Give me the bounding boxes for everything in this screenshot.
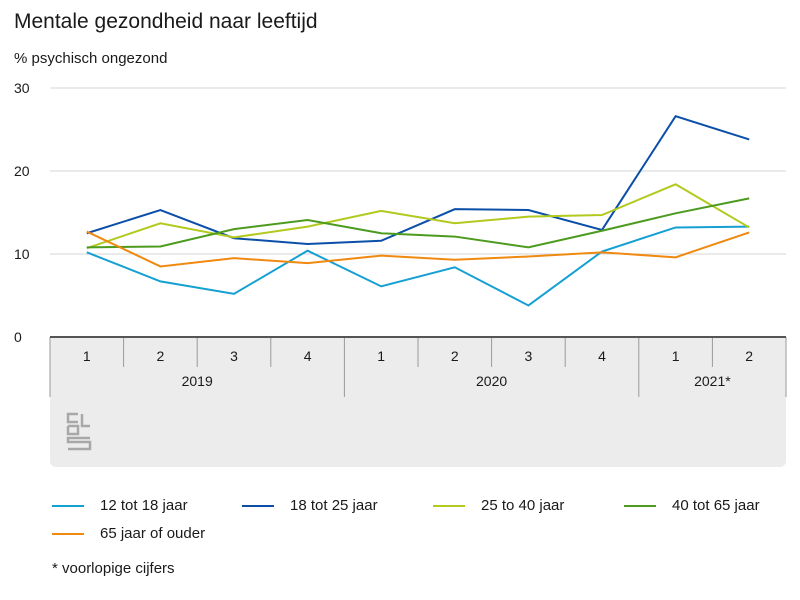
- x-tick-label: 2: [451, 348, 459, 364]
- legend-item: 25 to 40 jaar: [433, 497, 564, 514]
- y-tick-label: 10: [14, 246, 30, 262]
- legend-label: 18 tot 25 jaar: [290, 497, 378, 514]
- legend-label: 65 jaar of ouder: [100, 525, 206, 542]
- legend-swatch: [52, 504, 84, 507]
- cbs-logo-icon: [66, 412, 92, 451]
- year-label: 2021*: [694, 373, 731, 389]
- legend-item: 12 tot 18 jaar: [52, 497, 188, 514]
- legend-swatch: [433, 504, 465, 507]
- series-line: [86, 183, 750, 250]
- x-tick-label: 3: [525, 348, 533, 364]
- line-chart: 0 10 20 30 1 2 3 4 1 2 3 4 1 2 2019 2020 2021*: [14, 80, 787, 467]
- x-axis-panel: [50, 337, 786, 467]
- series-line: [86, 197, 750, 249]
- y-axis-label: % psychisch ongezond: [14, 50, 168, 67]
- x-tick-label: 1: [377, 348, 385, 364]
- footnote: * voorlopige cijfers: [52, 560, 175, 577]
- legend-swatch: [52, 532, 84, 535]
- year-label: 2020: [476, 373, 507, 389]
- x-tick-label: 1: [672, 348, 680, 364]
- legend-item: 65 jaar of ouder: [52, 525, 205, 542]
- legend-label: 40 tot 65 jaar: [672, 497, 760, 514]
- x-tick-label: 3: [230, 348, 238, 364]
- x-tick-label: 1: [83, 348, 91, 364]
- series-line: [86, 115, 750, 246]
- legend-label: 25 to 40 jaar: [481, 497, 565, 514]
- series-line: [86, 225, 750, 307]
- x-tick-label: 4: [304, 348, 312, 364]
- x-tick-label: 4: [598, 348, 606, 364]
- legend-swatch: [624, 504, 656, 507]
- x-tick-label: 2: [157, 348, 165, 364]
- legend-item: 40 tot 65 jaar: [624, 497, 760, 514]
- year-label: 2019: [182, 373, 213, 389]
- y-tick-label: 30: [14, 80, 30, 96]
- legend-item: 18 tot 25 jaar: [242, 497, 378, 514]
- chart-title: Mentale gezondheid naar leeftijd: [14, 10, 318, 33]
- series-line: [86, 230, 750, 268]
- legend-swatch: [242, 504, 274, 507]
- x-tick-label: 2: [745, 348, 753, 364]
- y-tick-label: 0: [14, 329, 22, 345]
- legend-label: 12 tot 18 jaar: [100, 497, 188, 514]
- y-tick-label: 20: [14, 163, 30, 179]
